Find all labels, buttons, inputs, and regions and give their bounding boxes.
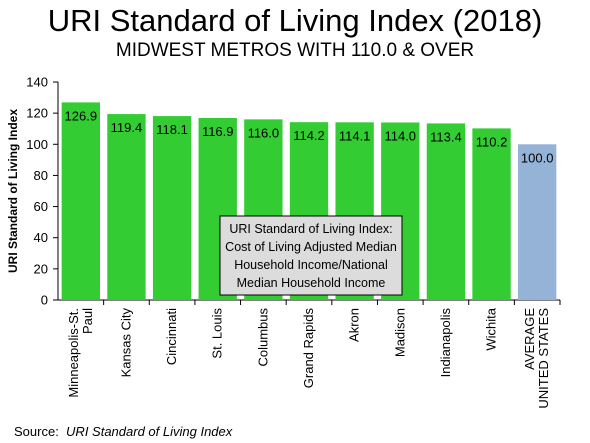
y-axis-title: URI Standard of Living Index bbox=[6, 109, 20, 273]
annotation-box bbox=[219, 215, 403, 296]
bar bbox=[107, 114, 146, 300]
x-tick-label-line: Wichita bbox=[484, 307, 499, 350]
x-tick-label-line: AVERAGE bbox=[522, 308, 537, 370]
x-tick-label-line: Cincinnati bbox=[164, 308, 179, 365]
x-tick-label-line: Columbus bbox=[255, 308, 270, 367]
annotation-line: URI Standard of Living Index: bbox=[229, 222, 392, 236]
bar bbox=[472, 128, 511, 300]
x-tick-label: St. Louis bbox=[210, 308, 225, 359]
data-label: 114.0 bbox=[384, 128, 416, 143]
data-label: 126.9 bbox=[65, 108, 98, 123]
chart-title: URI Standard of Living Index (2018) bbox=[47, 3, 543, 38]
source-prefix: Source: bbox=[14, 424, 59, 439]
x-tick-label-line: Kansas City bbox=[118, 308, 133, 378]
y-tick-label: 40 bbox=[34, 230, 48, 245]
x-tick-label: Columbus bbox=[255, 308, 270, 367]
y-tick-label: 120 bbox=[26, 106, 48, 121]
y-tick-label: 0 bbox=[41, 293, 48, 308]
data-label: 116.9 bbox=[202, 124, 234, 139]
x-tick-label: Minneapolis-St. Paul bbox=[66, 308, 95, 398]
x-tick-label-line: Indianapolis bbox=[438, 308, 453, 378]
data-label: 119.4 bbox=[111, 120, 143, 135]
bar bbox=[61, 102, 100, 300]
data-label: 110.2 bbox=[476, 134, 508, 149]
data-label: 116.0 bbox=[248, 125, 280, 140]
x-tick-label: Indianapolis bbox=[438, 308, 453, 378]
x-tick-label-line: St. Louis bbox=[210, 308, 225, 359]
x-tick-label-line: Grand Rapids bbox=[301, 308, 316, 389]
y-tick-label: 100 bbox=[26, 137, 48, 152]
bar bbox=[152, 116, 192, 300]
x-tick-label: Kansas City bbox=[118, 308, 133, 378]
x-tick-label: Madison bbox=[392, 308, 407, 357]
y-tick-label: 80 bbox=[34, 168, 48, 183]
data-label: 113.4 bbox=[430, 129, 462, 144]
data-label: 100.0 bbox=[521, 150, 554, 165]
annotation-line: Cost of Living Adjusted Median bbox=[225, 240, 397, 254]
x-tick-label: AVERAGE UNITED STATES bbox=[522, 308, 551, 409]
x-tick-label-line: Madison bbox=[392, 308, 407, 357]
y-tick-label: 20 bbox=[34, 261, 48, 276]
x-tick-label-line: Akron bbox=[347, 308, 362, 342]
y-tick-label: 140 bbox=[26, 75, 48, 90]
x-tick-label: Akron bbox=[347, 308, 362, 342]
source-name: URI Standard of Living Index bbox=[66, 424, 233, 439]
x-tick-label: Grand Rapids bbox=[301, 308, 316, 389]
source-note: Source: URI Standard of Living Index bbox=[14, 424, 232, 439]
x-tick-label-line: UNITED STATES bbox=[536, 308, 551, 409]
data-label: 114.2 bbox=[293, 128, 325, 143]
x-tick-label-line: Minneapolis-St. bbox=[66, 308, 81, 398]
annotation-line: Household Income/National bbox=[234, 258, 388, 272]
y-tick-label: 60 bbox=[34, 199, 48, 214]
annotation-line: Median Household Income bbox=[237, 276, 386, 290]
x-tick-label: Wichita bbox=[484, 307, 499, 350]
bar bbox=[518, 144, 557, 300]
x-tick-label-line: Paul bbox=[80, 308, 95, 334]
data-label: 114.1 bbox=[339, 128, 371, 143]
bar bbox=[426, 123, 466, 300]
x-tick-label: Cincinnati bbox=[164, 308, 179, 365]
chart-subtitle: MIDWEST METROS WITH 110.0 & OVER bbox=[115, 40, 475, 61]
data-label: 118.1 bbox=[156, 122, 188, 137]
